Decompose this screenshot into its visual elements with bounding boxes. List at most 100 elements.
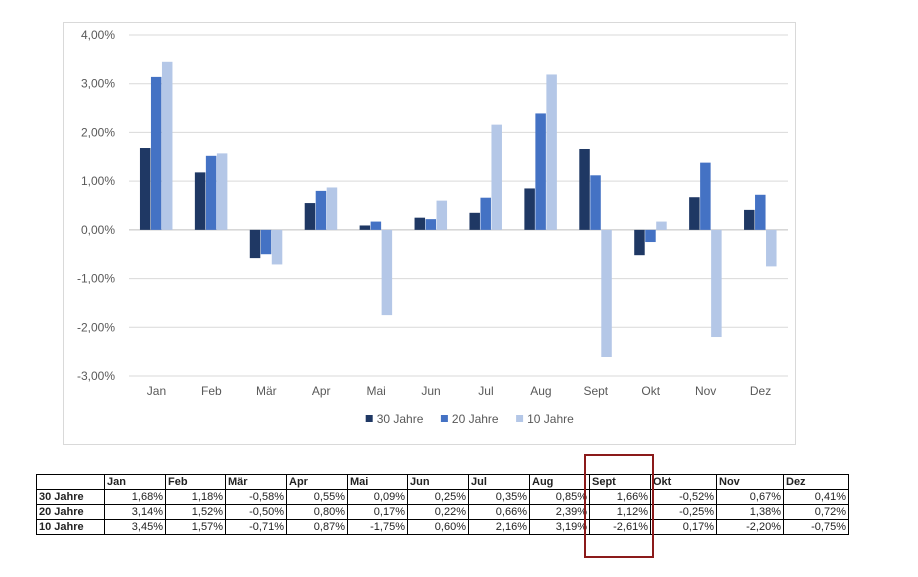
bar-20-jahre [480, 197, 491, 230]
table-cell: 0,66% [468, 504, 530, 520]
bar-30-jahre [304, 203, 316, 230]
table-row: 30 Jahre 1,68% 1,18% -0,58% 0,55% 0,09% 0,25% 0… [36, 489, 849, 505]
table-row: 10 Jahre 3,45% 1,57% -0,71% 0,87% -1,75% 0,60%… [36, 519, 849, 535]
bar-10-jahre [381, 229, 393, 316]
bar-20-jahre [205, 155, 217, 230]
table-cell: -0,75% [783, 519, 849, 535]
x-tick-label: Apr [312, 384, 331, 398]
y-tick-label: -1,00% [77, 272, 115, 286]
x-tick-label: Mai [366, 384, 385, 398]
table-cell: 1,52% [165, 504, 226, 520]
bar-30-jahre [359, 225, 371, 230]
bar-20-jahre [150, 76, 162, 230]
x-tick-label: Okt [641, 384, 660, 398]
x-tick-label: Sept [583, 384, 608, 398]
table-cell: -2,20% [716, 519, 784, 535]
table-cell: 0,41% [783, 489, 849, 505]
bar-10-jahre [326, 187, 338, 230]
table-header-cell: Dez [783, 474, 849, 490]
table-cell: 0,87% [286, 519, 348, 535]
bar-30-jahre [139, 148, 151, 230]
table-cell: 0,17% [650, 519, 717, 535]
x-tick-label: Mär [256, 384, 277, 398]
bar-30-jahre [524, 188, 535, 230]
table-cell: -0,58% [225, 489, 287, 505]
bar-30-jahre [249, 229, 261, 259]
table-cell: 0,55% [286, 489, 348, 505]
bar-10-jahre [216, 153, 228, 230]
table-cell: 0,09% [347, 489, 408, 505]
table-row-label: 10 Jahre [36, 519, 105, 535]
y-tick-label: 4,00% [81, 28, 115, 42]
x-tick-label: Dez [750, 384, 771, 398]
table-cell: 0,22% [407, 504, 469, 520]
table-cell: 1,12% [589, 504, 651, 520]
table-cell: 0,67% [716, 489, 784, 505]
bar-chart: 4,00% 3,00% 2,00% 1,00% 0,00% -1,00% -2,00% -3,… [77, 28, 788, 426]
table-cell: -0,52% [650, 489, 717, 505]
y-tick-label: 3,00% [81, 77, 115, 91]
bar-30-jahre [744, 209, 755, 230]
bar-20-jahre [425, 219, 437, 230]
table-cell: -2,61% [589, 519, 651, 535]
legend-label: 20 Jahre [452, 412, 499, 426]
bar-20-jahre [260, 229, 272, 255]
table-cell: -0,71% [225, 519, 287, 535]
bar-30-jahre [634, 229, 645, 256]
bar-10-jahre [546, 74, 557, 230]
bar-20-jahre [755, 194, 766, 230]
bar-10-jahre [436, 200, 448, 230]
table-cell: 1,38% [716, 504, 784, 520]
table-cell: 0,85% [529, 489, 590, 505]
bar-20-jahre [700, 162, 711, 230]
bar-10-jahre [601, 229, 612, 358]
bar-30-jahre [469, 212, 480, 230]
table-header-cell: Aug [529, 474, 590, 490]
table-cell: 1,18% [165, 489, 226, 505]
table-header-cell: Okt [650, 474, 717, 490]
table-row-label: 30 Jahre [36, 489, 105, 505]
table-header-row: Jan Feb Mär Apr Mai Jun Jul Aug Sept Okt… [36, 474, 849, 490]
bar-20-jahre [535, 113, 546, 230]
y-tick-label: 1,00% [81, 174, 115, 188]
table-cell: 3,45% [104, 519, 166, 535]
table-cell: 2,39% [529, 504, 590, 520]
bar-30-jahre [689, 197, 700, 230]
table-cell: 0,17% [347, 504, 408, 520]
x-tick-label: Feb [201, 384, 222, 398]
table-header-cell: Jan [104, 474, 166, 490]
table-cell: 0,80% [286, 504, 348, 520]
legend-label: 30 Jahre [377, 412, 424, 426]
table-cell: 2,16% [468, 519, 530, 535]
bar-10-jahre [711, 229, 722, 338]
bar-10-jahre [491, 124, 502, 230]
table-header-cell: Apr [286, 474, 348, 490]
table-header-cell: Feb [165, 474, 226, 490]
x-tick-label: Jul [478, 384, 493, 398]
table-cell: -1,75% [347, 519, 408, 535]
y-tick-label: -2,00% [77, 320, 115, 334]
table-cell: 0,35% [468, 489, 530, 505]
table-cell: 3,14% [104, 504, 166, 520]
bar-10-jahre [271, 229, 283, 265]
data-table: Jan Feb Mär Apr Mai Jun Jul Aug Sept Okt… [36, 474, 849, 535]
y-tick-label: 2,00% [81, 125, 115, 139]
bar-30-jahre [194, 172, 206, 230]
x-tick-label: Jun [421, 384, 440, 398]
legend-swatch [516, 415, 524, 422]
bar-30-jahre [579, 148, 590, 230]
legend-swatch [440, 415, 448, 422]
bar-30-jahre [414, 217, 426, 230]
table-cell: 0,60% [407, 519, 469, 535]
table-header-cell: Jul [468, 474, 530, 490]
table-header-cell: Nov [716, 474, 784, 490]
table-cell: 1,66% [589, 489, 651, 505]
bar-20-jahre [370, 221, 382, 230]
x-tick-label: Aug [530, 384, 551, 398]
table-header-cell: Mär [225, 474, 287, 490]
bar-20-jahre [645, 229, 656, 243]
table-cell: -0,25% [650, 504, 717, 520]
y-tick-label: 0,00% [81, 223, 115, 237]
table-cell: 3,19% [529, 519, 590, 535]
table-header-cell: Sept [589, 474, 651, 490]
